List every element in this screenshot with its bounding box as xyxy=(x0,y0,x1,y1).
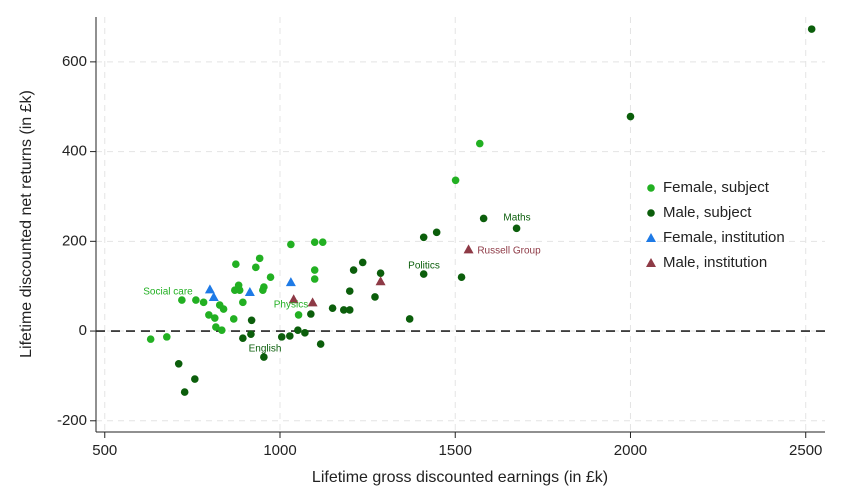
data-point xyxy=(310,275,319,283)
data-point xyxy=(345,306,354,314)
data-point xyxy=(178,296,186,304)
data-point xyxy=(371,293,379,301)
data-point xyxy=(260,283,268,291)
data-point xyxy=(244,287,255,297)
data-point xyxy=(255,254,264,263)
data-point xyxy=(252,263,260,272)
annotation: Maths xyxy=(503,213,530,224)
data-point xyxy=(626,112,635,121)
annotation: Russell Group xyxy=(477,246,541,257)
annotation: English xyxy=(249,344,282,355)
legend-label: Female, institution xyxy=(663,229,785,246)
legend-marker xyxy=(646,258,656,267)
data-point xyxy=(432,228,441,237)
annotation: Social care xyxy=(143,287,193,298)
legend-marker xyxy=(647,209,655,217)
data-point xyxy=(328,304,337,312)
data-point xyxy=(288,294,299,304)
data-point xyxy=(316,340,325,348)
y-tick-label: 0 xyxy=(79,322,87,339)
data-point xyxy=(286,332,294,340)
data-point xyxy=(451,176,460,185)
data-point xyxy=(376,269,385,277)
data-point xyxy=(294,326,302,334)
data-point xyxy=(457,273,466,282)
data-point xyxy=(310,238,319,247)
data-point xyxy=(301,329,309,337)
legend-marker xyxy=(646,233,656,242)
data-point xyxy=(512,224,521,233)
data-point xyxy=(266,273,275,282)
data-point xyxy=(349,266,358,274)
data-point xyxy=(191,375,199,383)
legend-label: Female, subject xyxy=(663,179,770,196)
data-point xyxy=(318,238,327,247)
data-point xyxy=(212,323,220,331)
legend-label: Male, subject xyxy=(663,204,752,221)
data-point xyxy=(232,260,240,269)
y-axis-title: Lifetime discounted net returns (in £k) xyxy=(18,90,35,358)
data-point xyxy=(807,25,816,33)
data-point xyxy=(479,214,488,223)
x-tick-label: 2500 xyxy=(789,442,822,459)
legend-marker xyxy=(647,184,655,192)
data-point xyxy=(419,233,428,242)
data-point xyxy=(277,333,286,341)
data-point xyxy=(310,266,319,274)
data-point xyxy=(146,335,155,343)
data-point xyxy=(239,334,247,343)
y-tick-label: 200 xyxy=(62,232,87,249)
data-point xyxy=(235,286,244,295)
x-tick-label: 1500 xyxy=(439,442,472,459)
data-point xyxy=(247,330,255,338)
data-point xyxy=(285,277,296,287)
y-tick-label: 400 xyxy=(62,143,87,160)
x-axis-title: Lifetime gross discounted earnings (in £… xyxy=(312,469,608,486)
annotation: Politics xyxy=(408,261,440,272)
data-point xyxy=(211,314,219,322)
data-point xyxy=(199,298,208,307)
data-point xyxy=(218,326,226,334)
annotation: Physics xyxy=(274,300,308,311)
x-tick-label: 1000 xyxy=(263,442,296,459)
data-point xyxy=(260,353,268,361)
data-point xyxy=(162,333,171,341)
data-point xyxy=(174,360,183,368)
data-point xyxy=(208,291,219,301)
legend-label: Male, institution xyxy=(663,254,767,271)
data-point xyxy=(339,306,348,314)
data-point xyxy=(219,305,228,313)
data-point xyxy=(475,139,484,148)
data-point xyxy=(307,297,318,307)
data-point xyxy=(463,244,474,254)
data-point xyxy=(247,316,256,325)
data-point xyxy=(294,311,303,319)
data-point xyxy=(375,276,386,286)
data-point xyxy=(180,388,189,396)
data-point xyxy=(192,296,200,304)
data-point xyxy=(287,240,295,249)
data-point xyxy=(345,287,354,295)
data-point xyxy=(419,270,428,278)
data-point xyxy=(405,315,414,323)
data-point xyxy=(239,298,247,307)
y-tick-label: 600 xyxy=(62,53,87,70)
x-tick-label: 2000 xyxy=(614,442,647,459)
x-tick-label: 500 xyxy=(92,442,117,459)
data-point xyxy=(204,284,215,294)
data-point xyxy=(229,315,238,323)
data-point xyxy=(358,258,367,267)
data-point xyxy=(307,310,315,318)
data-point xyxy=(205,311,213,319)
y-tick-label: -200 xyxy=(57,412,87,429)
